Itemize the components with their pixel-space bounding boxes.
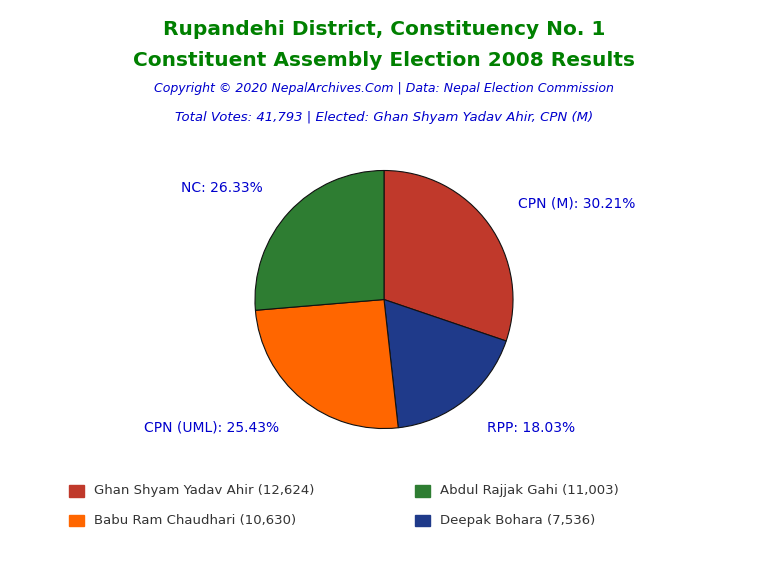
Wedge shape <box>256 300 399 429</box>
Text: Abdul Rajjak Gahi (11,003): Abdul Rajjak Gahi (11,003) <box>440 484 619 497</box>
Text: RPP: 18.03%: RPP: 18.03% <box>488 421 575 435</box>
Wedge shape <box>384 300 506 428</box>
Text: Deepak Bohara (7,536): Deepak Bohara (7,536) <box>440 514 595 526</box>
Text: NC: 26.33%: NC: 26.33% <box>180 181 263 195</box>
Text: Copyright © 2020 NepalArchives.Com | Data: Nepal Election Commission: Copyright © 2020 NepalArchives.Com | Dat… <box>154 82 614 95</box>
Text: CPN (UML): 25.43%: CPN (UML): 25.43% <box>144 420 279 434</box>
Text: Ghan Shyam Yadav Ahir (12,624): Ghan Shyam Yadav Ahir (12,624) <box>94 484 315 497</box>
Text: Total Votes: 41,793 | Elected: Ghan Shyam Yadav Ahir, CPN (M): Total Votes: 41,793 | Elected: Ghan Shya… <box>175 111 593 124</box>
Wedge shape <box>255 170 384 310</box>
Wedge shape <box>384 170 513 341</box>
Text: CPN (M): 30.21%: CPN (M): 30.21% <box>518 196 636 210</box>
Text: Babu Ram Chaudhari (10,630): Babu Ram Chaudhari (10,630) <box>94 514 296 526</box>
Text: Constituent Assembly Election 2008 Results: Constituent Assembly Election 2008 Resul… <box>133 51 635 70</box>
Text: Rupandehi District, Constituency No. 1: Rupandehi District, Constituency No. 1 <box>163 20 605 39</box>
